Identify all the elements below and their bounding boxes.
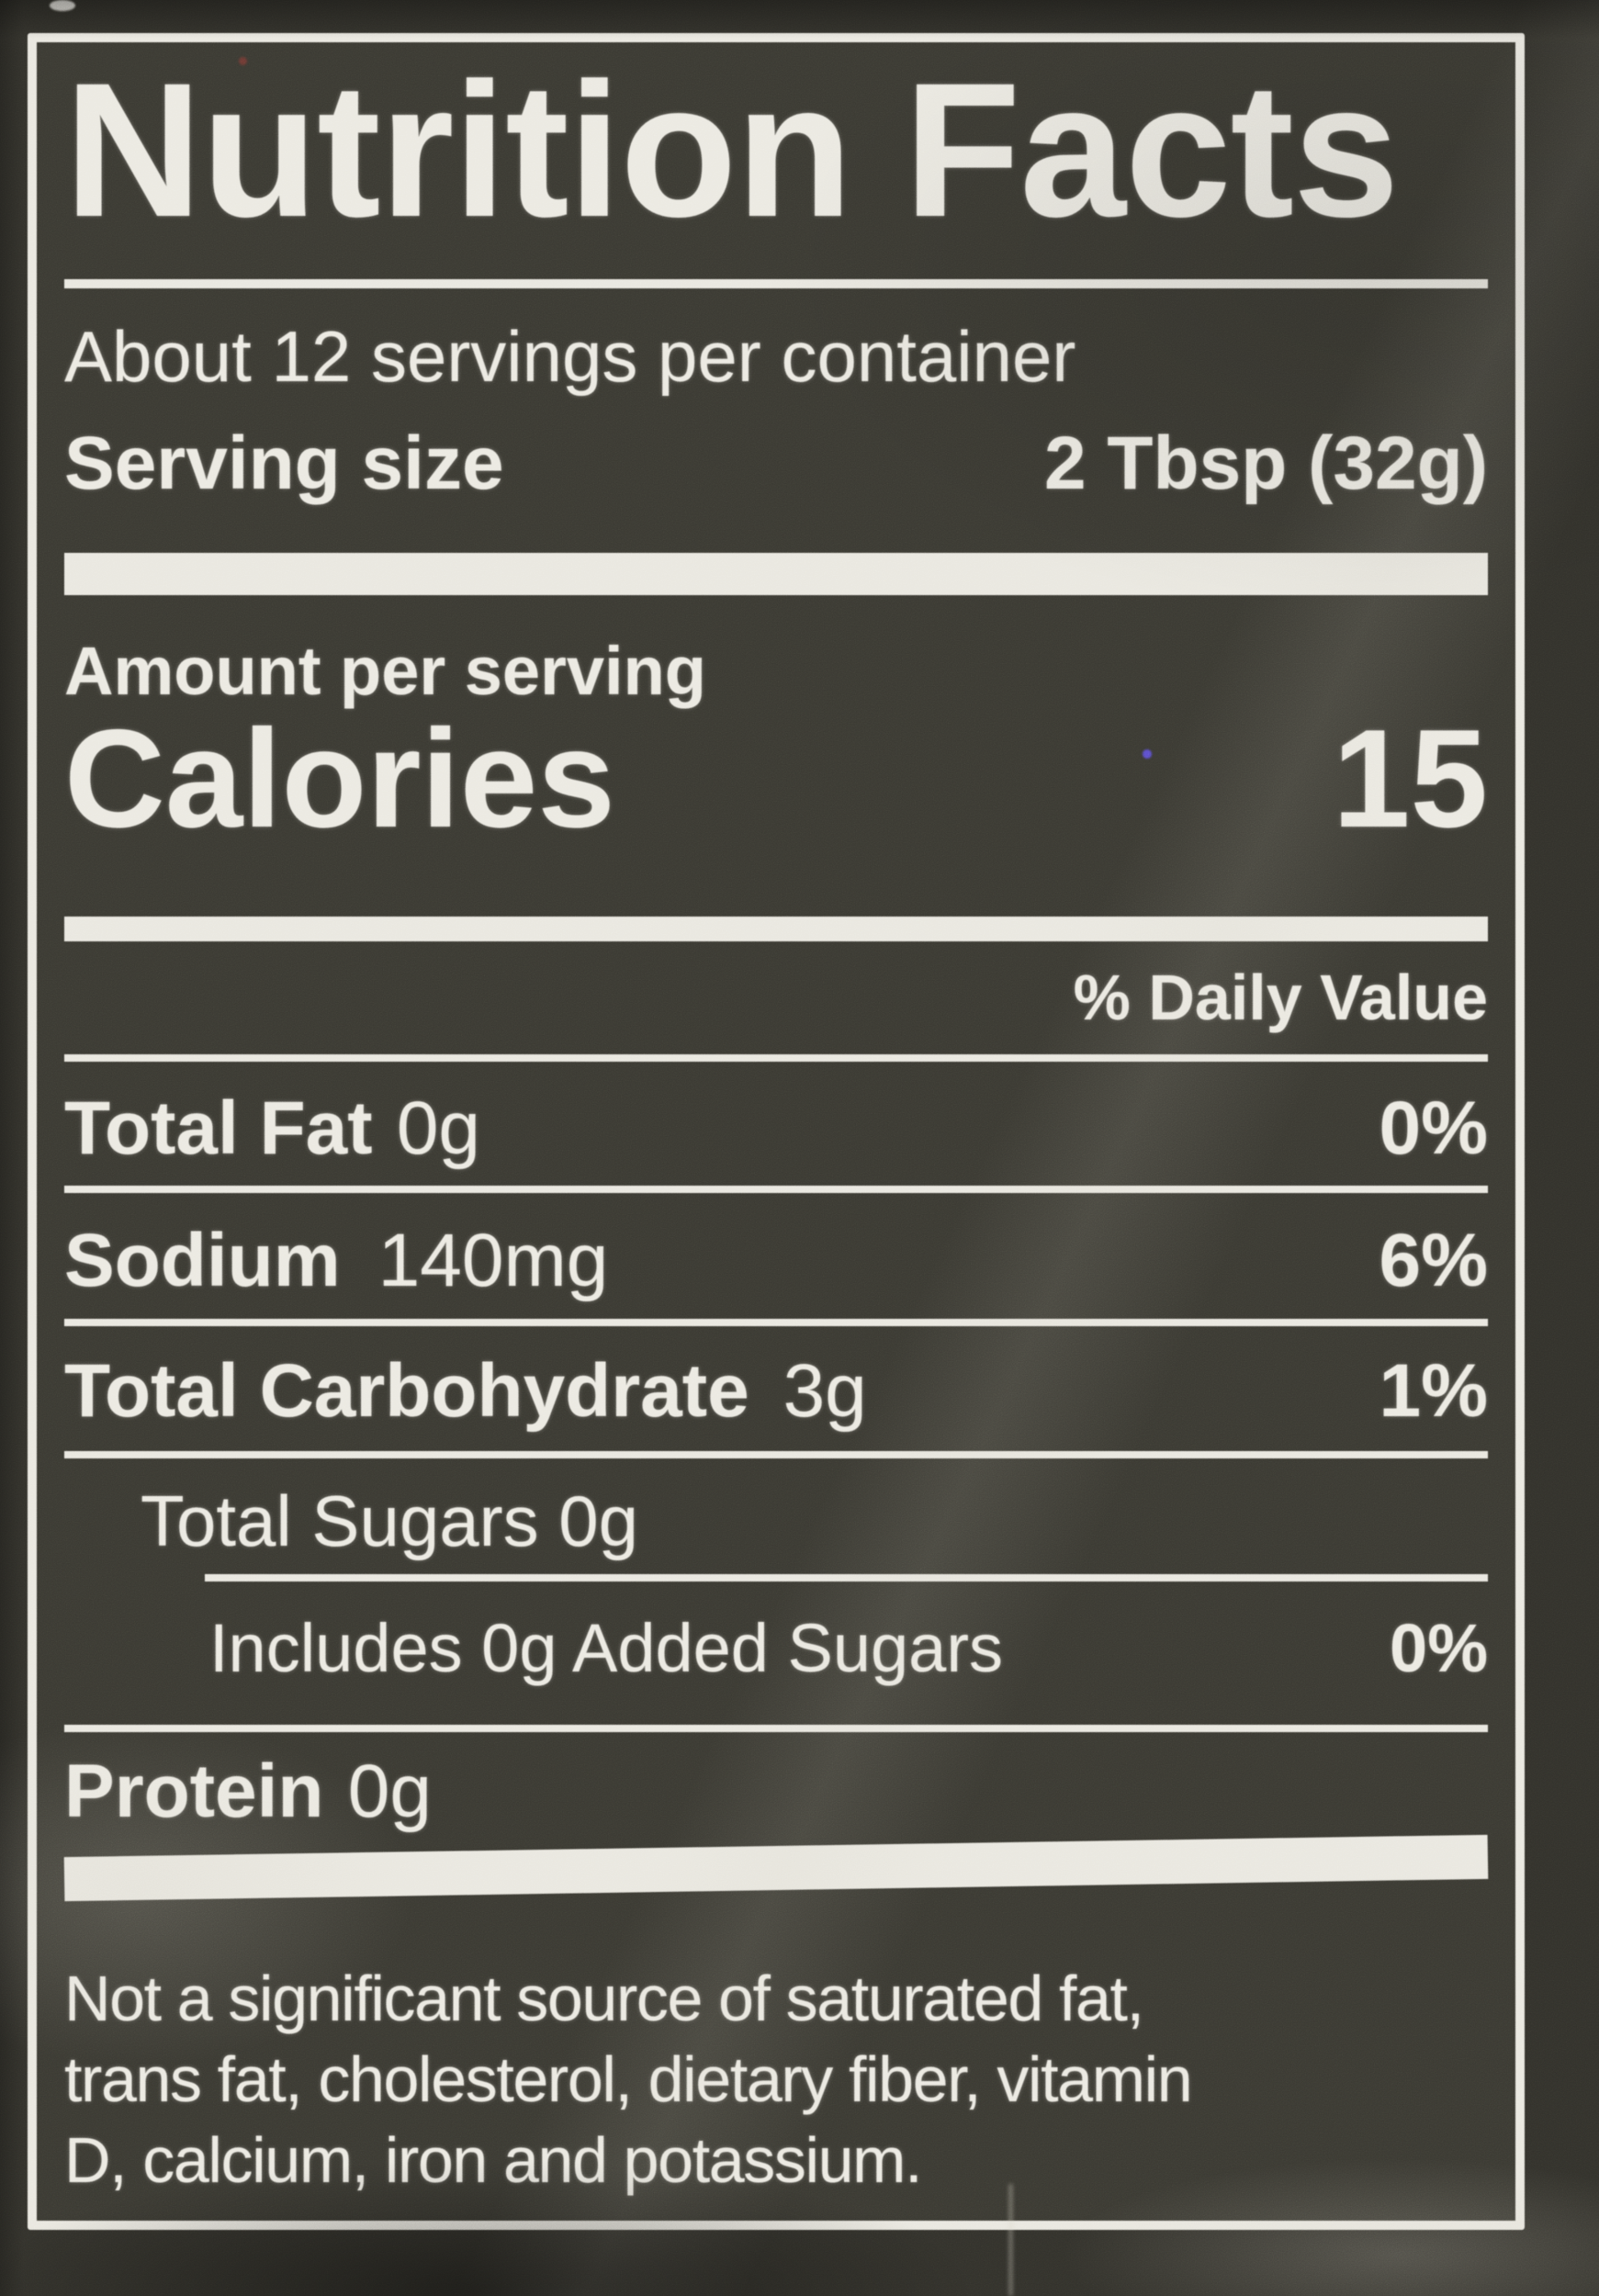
white-speck-artifact (50, 0, 75, 11)
nutrient-name: Total Carbohydrate (64, 1349, 749, 1433)
footnote-line: D, calcium, iron and potassium. (64, 2124, 923, 2196)
nutrition-facts-content: Nutrition Facts About 12 servings per co… (37, 42, 1515, 2221)
nutrition-facts-title: Nutrition Facts (64, 44, 1400, 257)
separator-under-title (64, 279, 1488, 288)
calories-value: 15 (1332, 701, 1488, 857)
thick-separator-bar (64, 553, 1488, 595)
separator-thin (64, 1319, 1488, 1326)
nutrient-name: Sodium (64, 1219, 341, 1302)
separator-thin (64, 1451, 1488, 1458)
daily-value-header: % Daily Value (1073, 962, 1488, 1033)
nutrient-amount: 140mg (377, 1219, 609, 1302)
nutrient-daily-value: 1% (1379, 1349, 1488, 1433)
medium-separator-bar (64, 917, 1488, 941)
nutrient-name-amount: Sodium 140mg (64, 1218, 608, 1304)
nutrient-amount: 3g (783, 1349, 867, 1433)
separator-thin (64, 1186, 1488, 1193)
nutrient-amount: 0g (347, 1750, 432, 1833)
nutrient-amount: 0g (396, 1086, 481, 1170)
nutrient-row-protein: Protein 0g (64, 1749, 1488, 1835)
nutrient-name: Total Sugars 0g (141, 1480, 639, 1561)
servings-per-container-text: About 12 servings per container (64, 316, 1076, 397)
nutrient-daily-value: 6% (1379, 1219, 1488, 1302)
package-crease-highlight (1008, 2184, 1013, 2296)
thick-separator-bar-wavy (63, 1834, 1489, 1902)
nutrition-facts-panel: Nutrition Facts About 12 servings per co… (28, 33, 1525, 2230)
calories-label: Calories (64, 701, 615, 857)
nutrient-name-amount: Total Fat 0g (64, 1086, 480, 1172)
nutrient-daily-value: 0% (1390, 1610, 1488, 1686)
footnote-line: trans fat, cholesterol, dietary fiber, v… (64, 2043, 1193, 2115)
nutrient-row-total-carbohydrate: Total Carbohydrate 3g 1% (64, 1348, 1488, 1435)
nutrient-name-amount: Total Carbohydrate 3g (64, 1348, 867, 1435)
nutrient-name: Protein (64, 1750, 324, 1833)
nutrient-row-total-sugars: Total Sugars 0g (64, 1480, 1488, 1563)
calories-row: Calories 15 (64, 709, 1488, 849)
nutrient-row-total-fat: Total Fat 0g 0% (64, 1086, 1488, 1172)
amount-per-serving-label: Amount per serving (64, 633, 706, 709)
serving-size-label: Serving size (64, 422, 504, 505)
serving-size-value: 2 Tbsp (32g) (1044, 422, 1488, 505)
purple-dot-artifact (1143, 749, 1152, 759)
nutrient-daily-value: 0% (1379, 1086, 1488, 1170)
nutrient-name: Total Fat (64, 1086, 373, 1170)
red-speck-artifact (239, 57, 247, 65)
separator-thin-indented (205, 1574, 1488, 1581)
footnote: Not a significant source of saturated fa… (64, 1958, 1488, 2200)
separator-thin (64, 1054, 1488, 1062)
footnote-line: Not a significant source of saturated fa… (64, 1963, 1144, 2034)
nutrient-name: Includes 0g Added Sugars (209, 1610, 1003, 1686)
nutrient-name-amount: Protein 0g (64, 1749, 432, 1835)
separator-thin (64, 1725, 1488, 1732)
serving-size-row: Serving size 2 Tbsp (32g) (64, 421, 1488, 507)
nutrient-row-added-sugars: Includes 0g Added Sugars 0% (64, 1609, 1488, 1687)
nutrient-row-sodium: Sodium 140mg 6% (64, 1218, 1488, 1304)
